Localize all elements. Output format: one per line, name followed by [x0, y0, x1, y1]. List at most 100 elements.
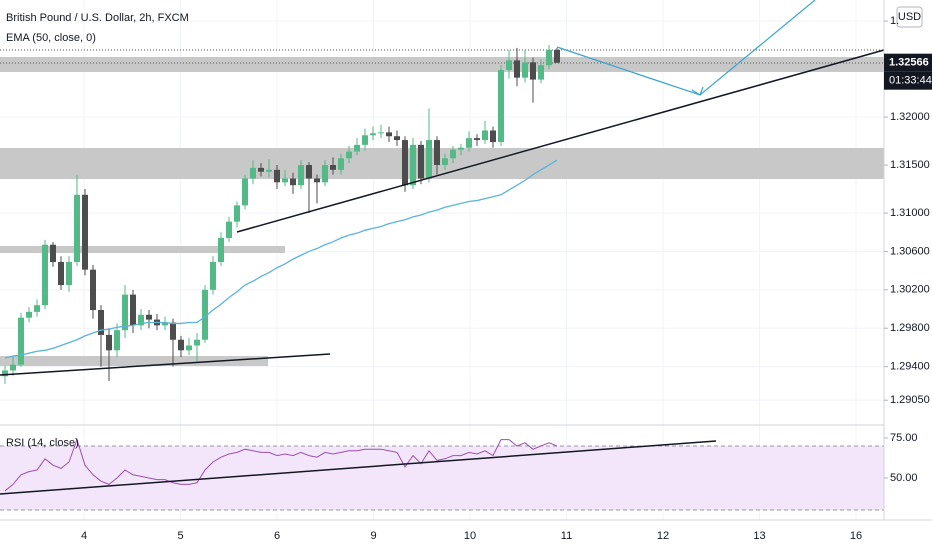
candle-body: [98, 309, 104, 335]
candle-body: [210, 261, 216, 290]
countdown: 01:33:44: [889, 75, 932, 87]
candle-body: [130, 294, 136, 326]
candle-body: [498, 69, 504, 142]
candle-body: [26, 311, 32, 318]
candle-body: [354, 144, 360, 152]
candle-body: [546, 49, 552, 66]
countdown-badge: [884, 71, 932, 90]
candle-body: [458, 147, 464, 150]
y-tick-label: 1.29800: [890, 322, 930, 334]
candle-body: [466, 138, 472, 148]
y-tick-label: 75.00: [890, 432, 918, 444]
candle-body: [306, 165, 312, 179]
candle-body: [290, 178, 296, 186]
candle-body: [450, 149, 456, 159]
candle-body: [2, 370, 8, 377]
x-tick-label: 12: [657, 530, 669, 542]
x-tick-label: 11: [561, 530, 572, 542]
candle-body: [274, 169, 280, 183]
candle-body: [50, 244, 56, 262]
candle-body: [234, 205, 240, 222]
candle-body: [314, 178, 320, 183]
candle-body: [370, 133, 376, 136]
candle-body: [250, 167, 256, 179]
candle-body: [298, 165, 304, 186]
candle-body: [218, 237, 224, 262]
price-badge: [884, 53, 932, 72]
x-tick-label: 16: [850, 530, 862, 542]
candle-body: [106, 334, 112, 351]
candle-body: [194, 339, 200, 346]
zone: [0, 356, 268, 366]
candle-body: [330, 165, 336, 170]
candle-body: [554, 49, 560, 63]
y-tick-label: 1.31500: [890, 159, 930, 171]
x-tick-label: 5: [177, 530, 183, 542]
drawings: [0, 0, 885, 495]
y-tick-label: 1.29050: [890, 394, 930, 406]
trend-line: [0, 440, 717, 495]
x-tick-label: 10: [464, 530, 476, 542]
candle-body: [394, 136, 400, 141]
indicator-label: RSI (14, close): [6, 437, 79, 449]
candle-body: [346, 151, 352, 159]
y-tick-label: 50.00: [890, 472, 918, 484]
candle-body: [18, 317, 24, 365]
candle-body: [114, 330, 120, 351]
trend-line: [0, 353, 331, 376]
candle-body: [242, 178, 248, 206]
candle-body: [514, 60, 520, 78]
candle-body: [386, 132, 392, 137]
candle-body: [74, 194, 80, 262]
candle-body: [442, 158, 448, 166]
candle-body: [10, 364, 16, 371]
candle-body: [258, 167, 264, 172]
candle-body: [226, 221, 232, 238]
candle-body: [178, 339, 184, 351]
candle-body: [378, 132, 384, 134]
candle-body: [146, 314, 152, 320]
candle-body: [42, 244, 48, 306]
chart-title: British Pound / U.S. Dollar, 2h, FXCM: [6, 12, 189, 24]
candle-body: [58, 261, 64, 286]
candle-body: [538, 65, 544, 80]
currency[interactable]: USD: [898, 11, 921, 23]
candle-body: [506, 60, 512, 70]
trend-line: [236, 49, 885, 233]
y-tick-label: 1.29400: [890, 361, 930, 373]
candle-body: [266, 169, 272, 172]
candle-body: [322, 165, 328, 183]
candle-body: [434, 140, 440, 166]
candle-body: [530, 62, 536, 80]
candle-body: [202, 289, 208, 340]
y-tick-label: 1.32000: [890, 111, 930, 123]
zone: [0, 57, 884, 72]
candle-body: [418, 144, 424, 179]
candle-body: [34, 305, 40, 312]
x-tick-label: 6: [274, 530, 280, 542]
y-tick-label: 1.30600: [890, 245, 930, 257]
candle-body: [522, 62, 528, 78]
candle-body: [282, 178, 288, 183]
candle-body: [482, 130, 488, 141]
x-tick-label: 4: [81, 530, 87, 542]
candle-body: [362, 135, 368, 145]
candle-body: [162, 322, 168, 326]
candle-body: [82, 194, 88, 270]
plot: [2, 45, 560, 492]
zone: [0, 246, 285, 253]
last-price: 1.32566: [889, 57, 929, 69]
candle-body: [122, 294, 128, 331]
indicator-label: EMA (50, close, 0): [6, 32, 96, 44]
currency-badge[interactable]: [896, 6, 923, 28]
y-tick-label: 1.: [890, 15, 899, 27]
rsi-band: [0, 446, 884, 510]
grid: [0, 0, 884, 520]
x-tick-label: 13: [753, 530, 765, 542]
candle-body: [186, 345, 192, 351]
candle-body: [410, 144, 416, 186]
arrow-head: [691, 86, 704, 96]
candle-body: [170, 322, 176, 340]
ema-line: [4, 159, 558, 359]
